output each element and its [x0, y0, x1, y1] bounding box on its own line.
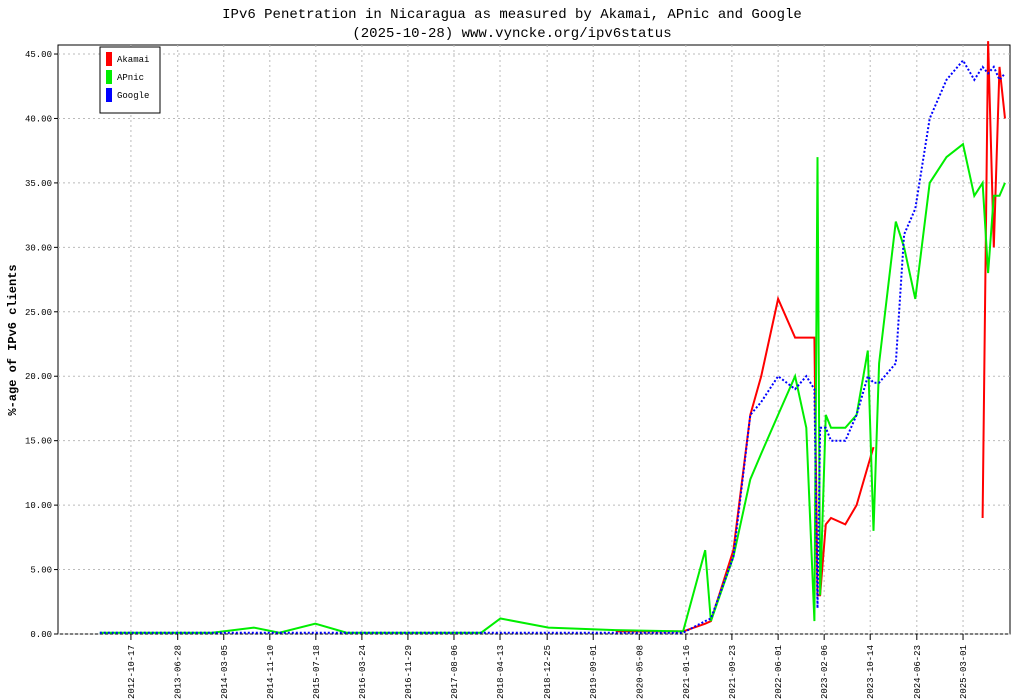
x-tick-label: 2018-04-13: [496, 645, 506, 699]
legend-label: APnic: [117, 73, 144, 83]
x-tick-label: 2016-03-24: [358, 645, 368, 699]
legend-label: Akamai: [117, 55, 149, 65]
x-tick-label: 2019-09-01: [589, 645, 599, 699]
x-tick-label: 2017-08-06: [450, 645, 460, 699]
x-tick-label: 2023-10-14: [866, 645, 876, 699]
x-tick-label: 2024-06-23: [913, 645, 923, 699]
y-tick-label: 35.00: [25, 179, 52, 189]
chart-subtitle: (2025-10-28) www.vyncke.org/ipv6status: [352, 26, 671, 42]
y-tick-label: 0.00: [30, 630, 52, 640]
legend-swatch: [106, 70, 112, 84]
x-tick-label: 2016-11-29: [404, 645, 414, 699]
y-tick-label: 40.00: [25, 114, 52, 124]
series-line: [99, 142, 1006, 634]
chart-title: IPv6 Penetration in Nicaragua as measure…: [222, 7, 802, 23]
y-axis-label: %-age of IPv6 clients: [6, 264, 20, 415]
x-tick-label: 2022-06-01: [774, 645, 784, 699]
y-tick-label: 30.00: [25, 243, 52, 253]
series-line: [99, 58, 1006, 634]
legend-swatch: [106, 88, 112, 102]
y-tick-label: 25.00: [25, 308, 52, 318]
x-tick-label: 2020-05-08: [635, 645, 645, 699]
x-tick-label: 2014-11-10: [266, 645, 276, 699]
y-tick-label: 20.00: [25, 372, 52, 382]
x-tick-label: 2014-03-05: [220, 645, 230, 699]
legend-swatch: [106, 52, 112, 66]
x-tick-label: 2018-12-25: [543, 645, 553, 699]
y-tick-label: 5.00: [30, 566, 52, 576]
y-tick-label: 15.00: [25, 437, 52, 447]
x-tick-label: 2013-06-28: [174, 645, 184, 699]
x-tick-label: 2021-01-16: [682, 645, 692, 699]
x-tick-label: 2015-07-18: [312, 645, 322, 699]
x-tick-label: 2012-10-17: [127, 645, 137, 699]
y-tick-label: 10.00: [25, 501, 52, 511]
plot-area: [57, 44, 1011, 635]
x-tick-label: 2025-03-01: [959, 645, 969, 699]
x-tick-label: 2023-02-06: [820, 645, 830, 699]
legend-label: Google: [117, 91, 149, 101]
x-tick-label: 2021-09-23: [728, 645, 738, 699]
y-tick-label: 45.00: [25, 50, 52, 60]
